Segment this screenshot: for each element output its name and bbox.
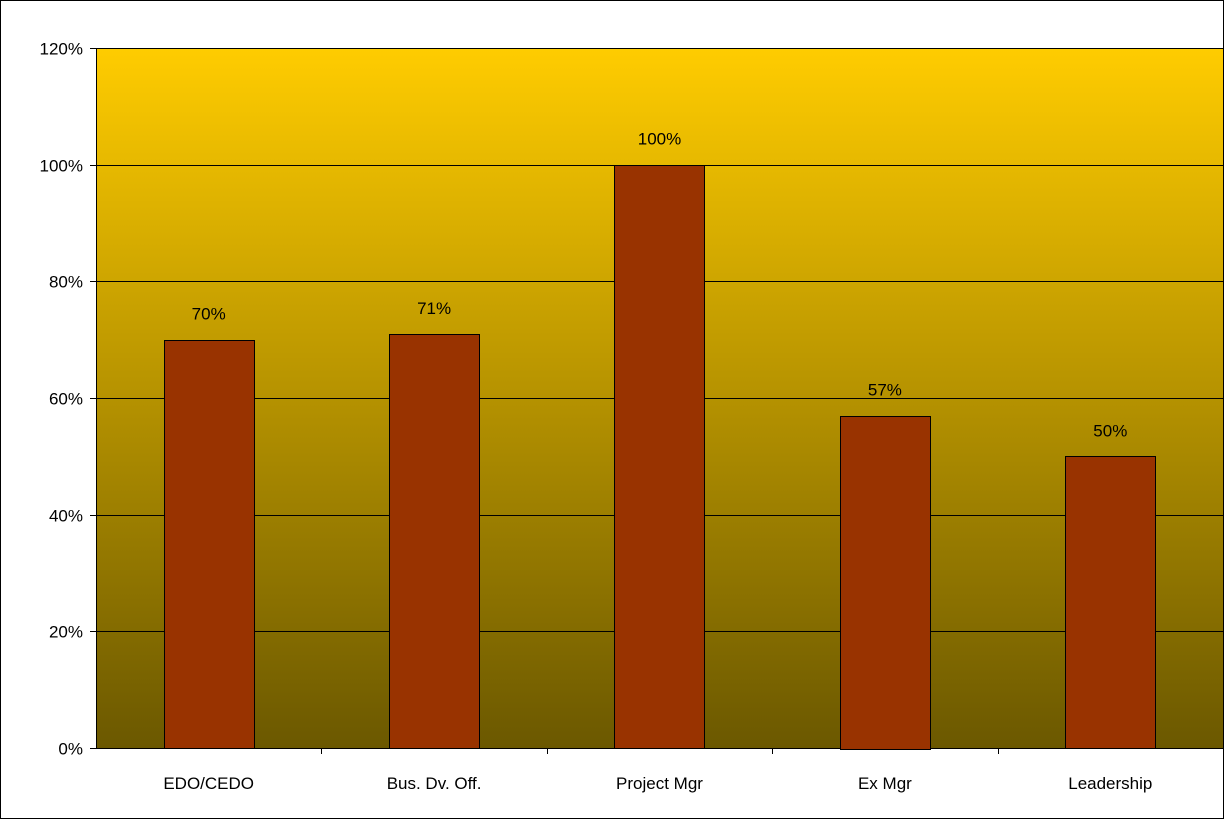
y-tick-label: 20% (49, 623, 83, 642)
data-label: 71% (417, 299, 451, 318)
bar (614, 165, 705, 749)
y-tick-label: 120% (40, 40, 83, 59)
y-tick-label: 40% (49, 507, 83, 526)
data-label: 50% (1093, 421, 1127, 440)
y-tick-label: 60% (49, 390, 83, 409)
data-label: 57% (868, 381, 902, 400)
x-tick-label: Leadership (1068, 774, 1152, 793)
x-tick-label: Project Mgr (616, 774, 703, 793)
labels: 0% 20% 40% 60% 80% 100% 120% 70% EDO/CEDO 71% Bus.… (40, 40, 1153, 794)
x-tick-label: Ex Mgr (858, 774, 912, 793)
y-tick-label: 0% (58, 740, 83, 759)
data-label: 100% (638, 130, 681, 149)
x-tick-label: Bus. Dv. Off. (387, 774, 482, 793)
bar (840, 416, 931, 750)
bar (389, 334, 480, 749)
bars (164, 165, 1156, 750)
bar (1065, 456, 1156, 749)
data-label: 70% (192, 305, 226, 324)
y-tick-label: 80% (49, 273, 83, 292)
y-tick-label: 100% (40, 157, 83, 176)
x-tick-label: EDO/CEDO (163, 774, 254, 793)
bar (164, 340, 255, 749)
